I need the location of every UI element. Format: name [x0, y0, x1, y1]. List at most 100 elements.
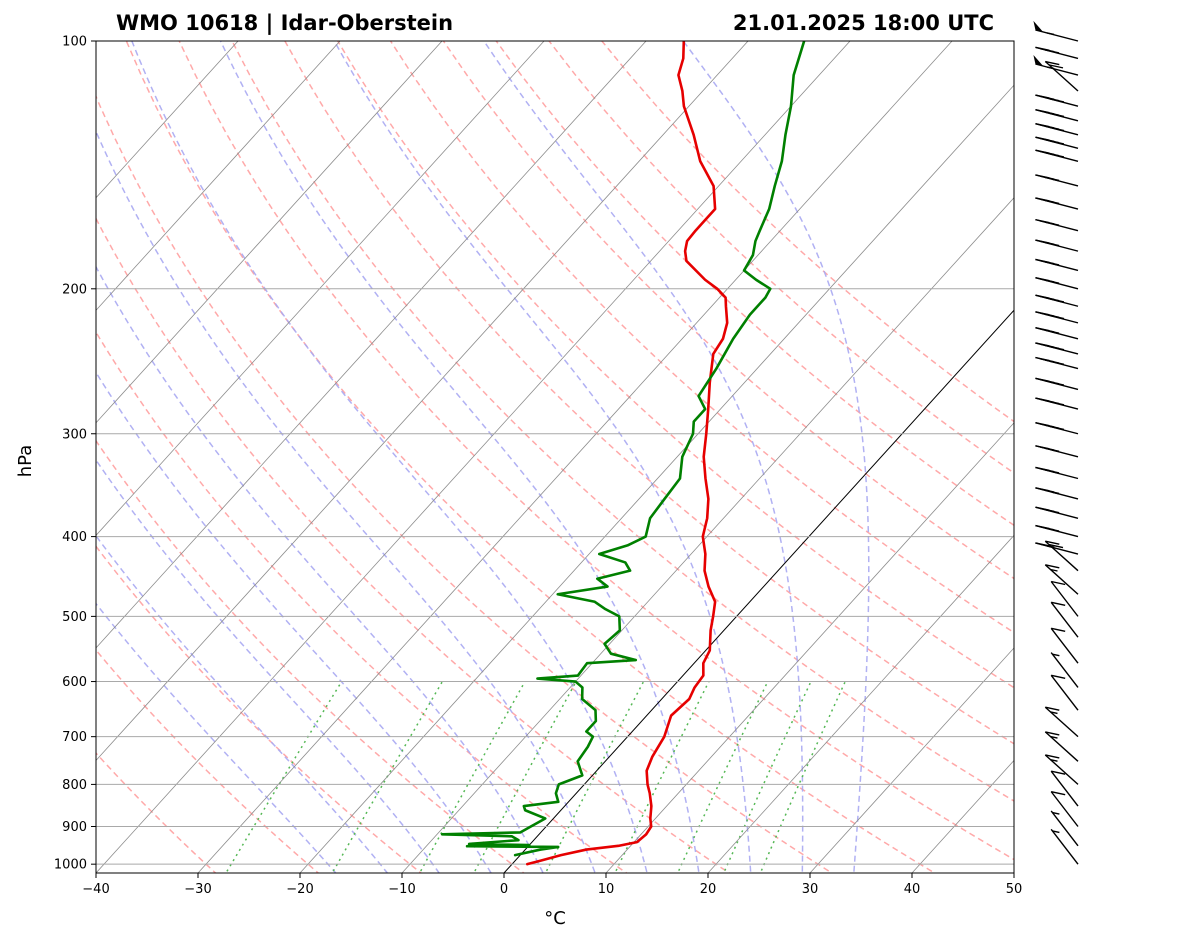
- wind-barb: [1035, 487, 1079, 500]
- x-tick-label: 0: [500, 882, 508, 897]
- wind-barb: [1035, 258, 1079, 272]
- x-tick-label: 20: [700, 882, 717, 897]
- wind-barb: [1050, 627, 1079, 664]
- wind-barb: [1035, 466, 1079, 480]
- sounding-profiles: [440, 41, 806, 866]
- y-tick-label: 100: [62, 35, 87, 50]
- wind-barb: [1035, 327, 1079, 340]
- x-tick-label: −10: [388, 882, 415, 897]
- wind-barb: [1035, 94, 1079, 107]
- wind-barb: [1035, 136, 1079, 149]
- dry-adiabat-line: [96, 216, 731, 873]
- dewpoint-profile-line: [440, 41, 806, 857]
- mixing-ratio-line: [225, 681, 343, 873]
- dry-adiabat-line: [601, 41, 1014, 423]
- wind-barb: [1035, 377, 1079, 391]
- axis-ticks: −40 −30 −20 −10 0 10 20 30 40 50 100 200 300 400 500 60…: [54, 35, 1022, 898]
- wind-barb: [1050, 828, 1079, 865]
- isotherm-line: [809, 647, 1014, 873]
- dry-adiabat-line: [96, 94, 834, 873]
- dry-adiabat-line: [96, 330, 628, 873]
- wind-barb: [1035, 277, 1079, 290]
- wind-barb: [1044, 706, 1079, 738]
- x-tick-label: 50: [1006, 882, 1023, 897]
- mixing-ratio-line: [331, 681, 444, 873]
- isotherm-line: [96, 41, 749, 762]
- dry-adiabat-line: [96, 751, 217, 873]
- wind-barb: [1035, 524, 1079, 538]
- wind-barb: [1035, 445, 1079, 458]
- moist-adiabat-line: [96, 371, 492, 873]
- x-tick-label: −30: [184, 882, 211, 897]
- wind-barb: [1044, 754, 1079, 785]
- dry-adiabat-line: [231, 41, 1014, 802]
- moist-adiabat-line: [96, 265, 544, 873]
- y-tick-label: 200: [62, 282, 87, 297]
- temperature-profile-line: [526, 41, 729, 866]
- wind-barb: [1050, 652, 1079, 688]
- wind-barb: [1050, 674, 1079, 711]
- wind-barb: [1035, 239, 1079, 252]
- wind-barb: [1050, 770, 1079, 807]
- wind-barb: [1035, 311, 1079, 324]
- wind-barb: [1035, 123, 1079, 136]
- dry-adiabat-line: [125, 41, 937, 873]
- y-tick-label: 600: [62, 675, 87, 690]
- chart-title-time: 21.01.2025 18:00 UTC: [733, 11, 994, 35]
- pressure-gridlines: [96, 41, 1014, 865]
- isotherm-line: [96, 41, 851, 873]
- chart-title-station: WMO 10618 | Idar-Oberstein: [116, 11, 453, 36]
- dry-adiabat-line: [284, 41, 1014, 745]
- isotherm-line: [707, 534, 1014, 873]
- mixing-ratio-line: [614, 681, 710, 873]
- y-axis-label: hPa: [15, 445, 36, 477]
- wind-barb: [1050, 601, 1079, 638]
- wind-barb: [1035, 294, 1079, 307]
- wind-barb: [1035, 197, 1079, 210]
- mixing-ratio-line: [676, 681, 769, 873]
- isotherm-line: [96, 41, 341, 311]
- dry-adiabat-line: [96, 439, 525, 873]
- wind-barb: [1033, 20, 1079, 42]
- wind-barb: [1035, 46, 1079, 60]
- wind-barb: [1044, 731, 1079, 762]
- isotherm-line: [96, 41, 443, 424]
- x-tick-label: 30: [802, 882, 819, 897]
- wind-barb: [1044, 564, 1079, 595]
- y-tick-label: 900: [62, 820, 87, 835]
- dry-adiabat-line: [495, 41, 1014, 527]
- wind-barb: [1035, 149, 1079, 162]
- moist-adiabat-line: [483, 41, 804, 873]
- dry-adiabat-line: [548, 41, 1014, 474]
- zero-isotherm-line: [503, 309, 1014, 873]
- isotherm-line: [299, 84, 1014, 873]
- isotherm-line: [197, 41, 953, 873]
- wind-barb: [1035, 506, 1079, 519]
- y-tick-label: 300: [62, 427, 87, 442]
- y-tick-label: 1000: [54, 858, 87, 873]
- mixing-ratio-line: [473, 681, 577, 873]
- isotherm-line: [401, 197, 1014, 873]
- moist-adiabat-line: [219, 41, 700, 873]
- wind-barb: [1035, 109, 1079, 122]
- dry-adiabat-line: [389, 41, 1014, 634]
- wind-barb: [1035, 397, 1079, 410]
- wind-barb: [1050, 790, 1079, 827]
- moist-adiabat-line: [131, 41, 648, 873]
- x-tick-label: 40: [904, 882, 921, 897]
- isotherm-line: [605, 422, 1014, 873]
- wind-barb: [1050, 580, 1079, 617]
- x-tick-label: −20: [286, 882, 313, 897]
- wind-barb: [1035, 218, 1079, 232]
- y-tick-label: 500: [62, 610, 87, 625]
- x-axis-label: °C: [544, 908, 566, 929]
- y-tick-label: 800: [62, 778, 87, 793]
- wind-barb: [1035, 174, 1079, 187]
- wind-barbs: [1033, 20, 1079, 865]
- dry-adiabat-line: [442, 41, 1014, 580]
- moist-adiabat-line: [96, 602, 337, 873]
- mixing-ratio-line: [544, 681, 645, 873]
- isotherm-line: [96, 41, 239, 199]
